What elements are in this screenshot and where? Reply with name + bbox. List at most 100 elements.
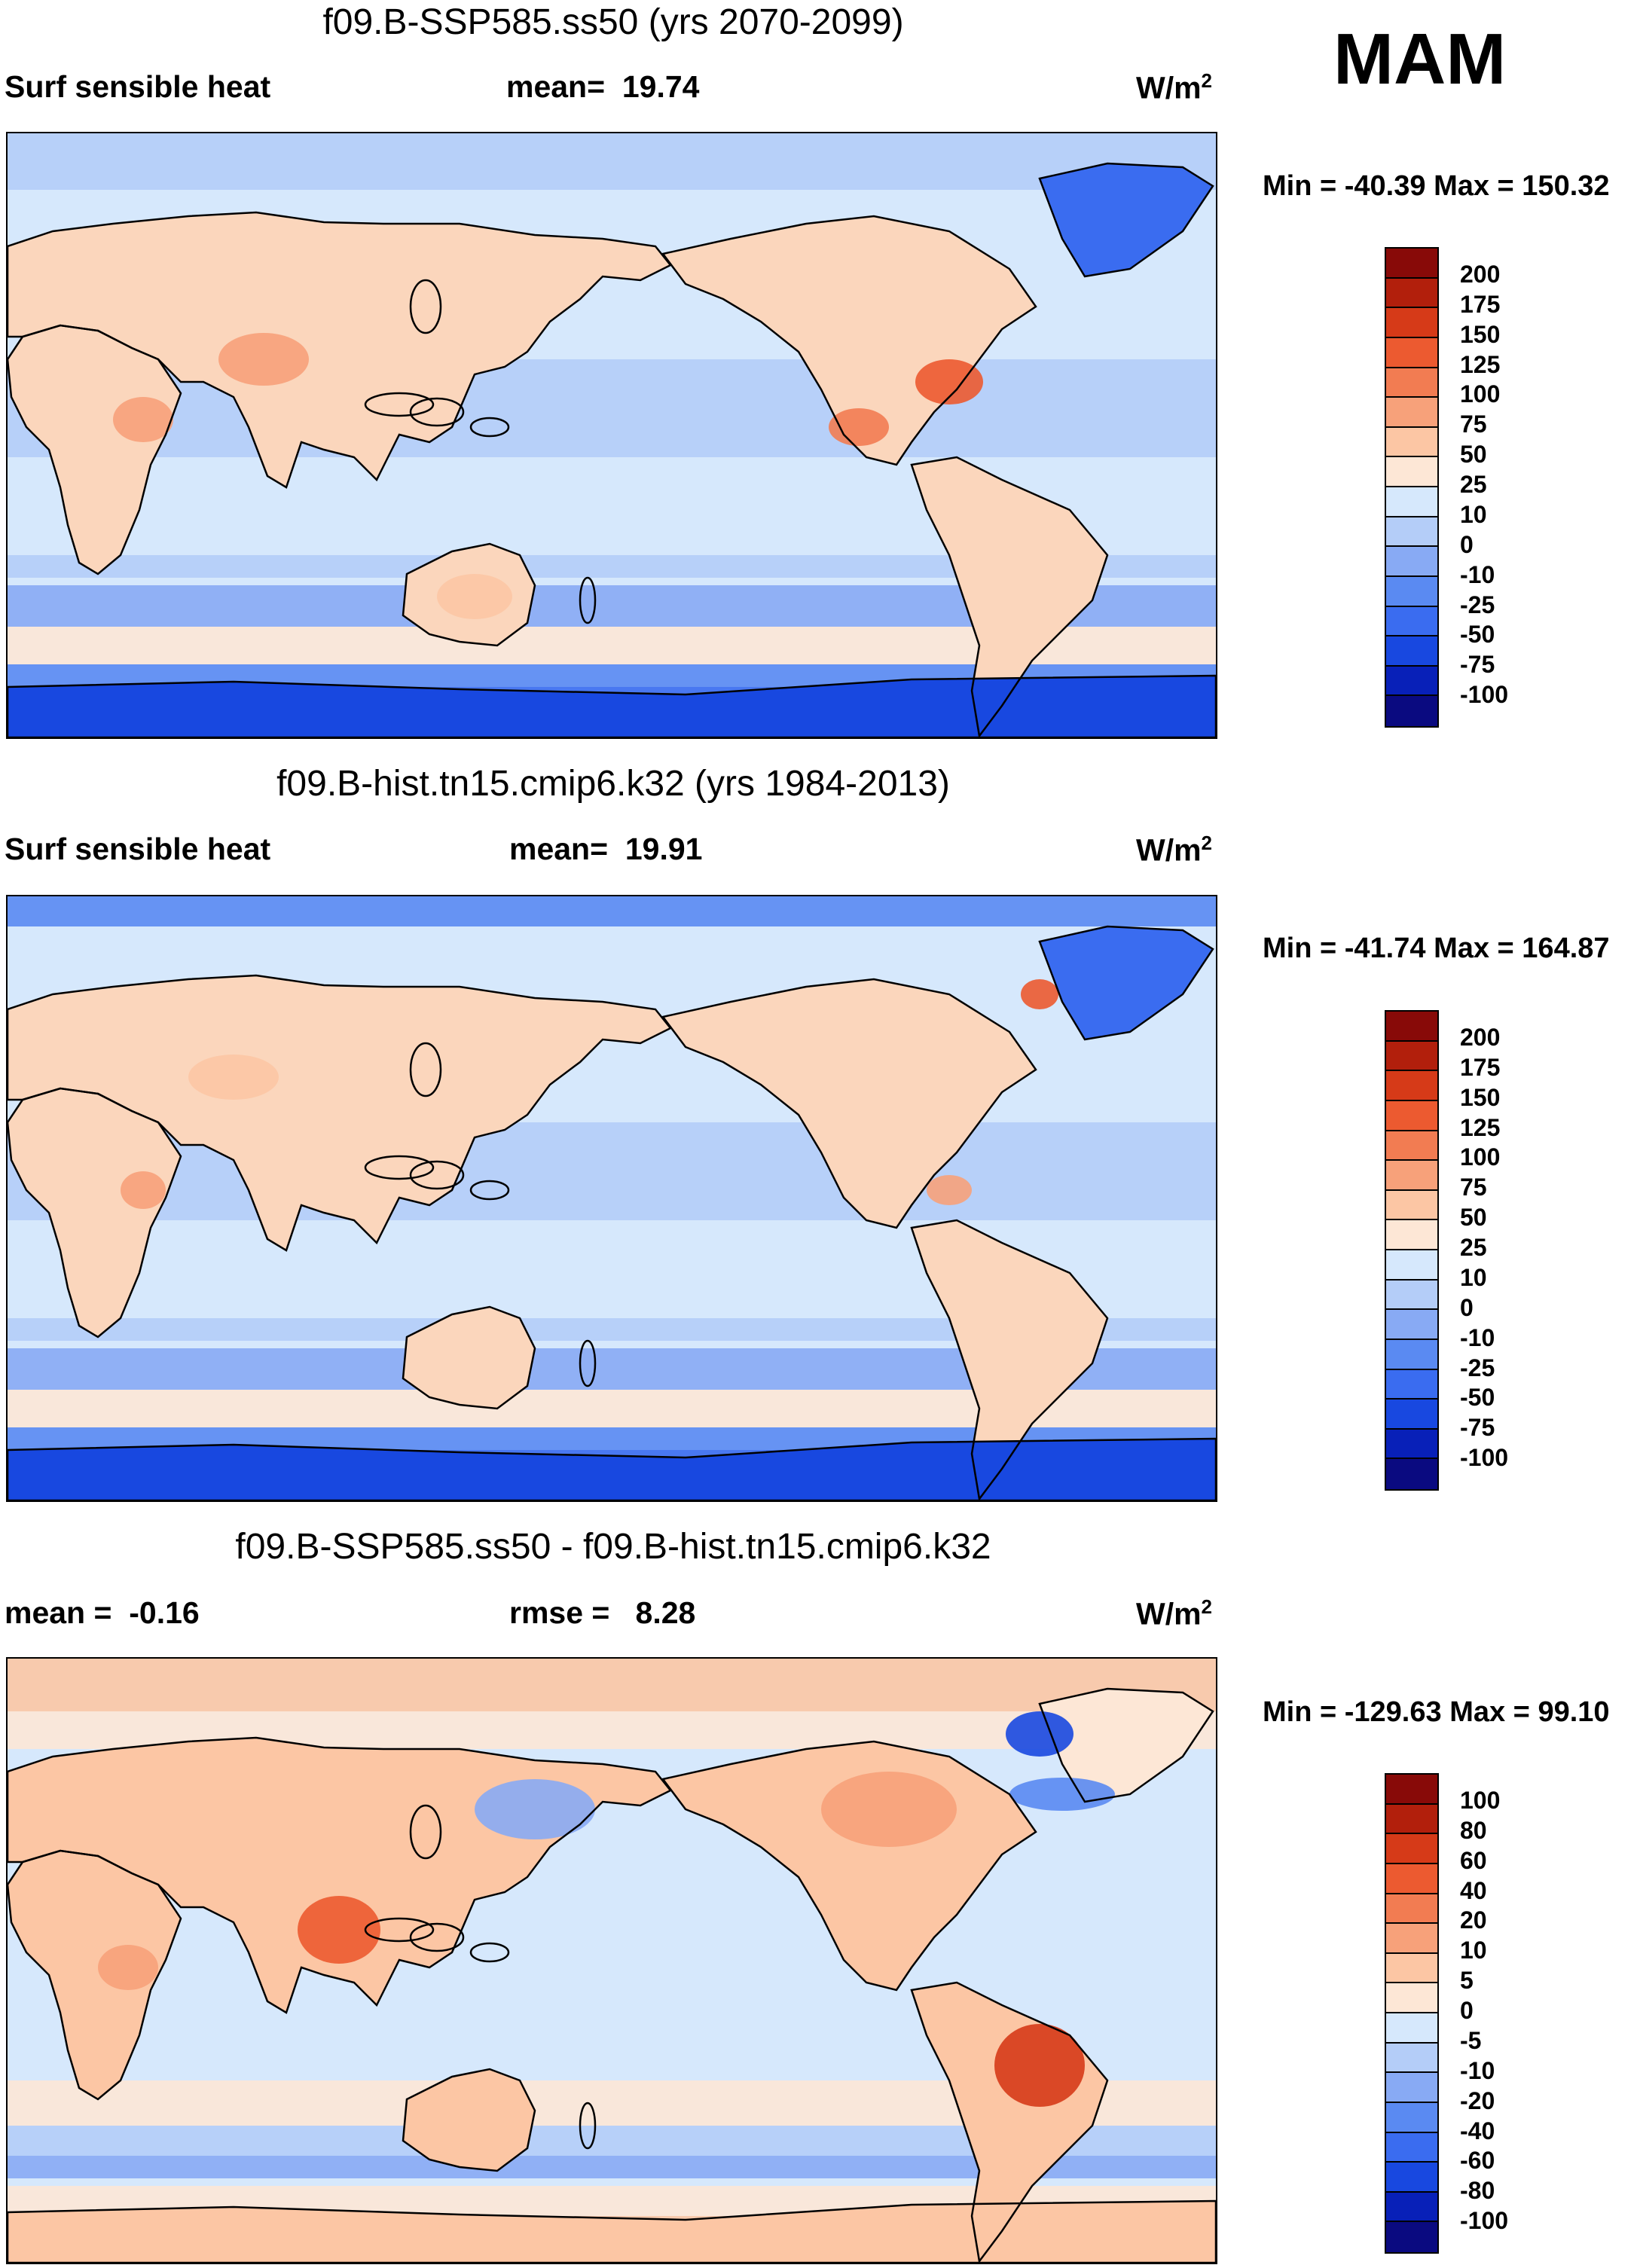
panel3-minmax: Min = -129.63 Max = 99.10: [1263, 1696, 1610, 1729]
field-anomaly: [829, 408, 889, 446]
colorbar-swatch: [1386, 398, 1437, 428]
colorbar-swatch: [1386, 2192, 1437, 2223]
colorbar-tick-label: -25: [1460, 591, 1495, 618]
panel1-minmax: Min = -40.39 Max = 150.32: [1263, 170, 1610, 203]
coastline-island: [469, 1180, 510, 1201]
panel2-title: f09.B-hist.tn15.cmip6.k32 (yrs 1984-2013…: [276, 764, 950, 804]
coastline-island: [409, 1804, 442, 1860]
colorbar-swatch: [1386, 2102, 1437, 2133]
colorbar-swatch: [1386, 457, 1437, 487]
panel1-min-label: Min =: [1263, 170, 1337, 202]
panel3-rmse-value: 8.28: [635, 1595, 696, 1630]
coastline-island: [364, 392, 435, 417]
colorbar-tick-label: -10: [1460, 1323, 1495, 1351]
land-greenland: [1040, 926, 1213, 1039]
colorbar-tick-label: 25: [1460, 1234, 1487, 1261]
coastline-island: [469, 417, 510, 438]
colorbar-swatch: [1386, 547, 1437, 577]
colorbar-swatch: [1386, 666, 1437, 697]
coastline-australia: [402, 1305, 536, 1410]
coastlines-1: [8, 925, 1216, 1500]
field-anomaly: [821, 1772, 957, 1847]
colorbar-swatch: [1386, 576, 1437, 607]
colorbar-swatch: [1386, 487, 1437, 517]
colorbar-tick-label: 175: [1460, 290, 1501, 318]
field-anomaly: [218, 333, 309, 386]
coastline-eurasia: [8, 1736, 672, 2014]
colorbar-swatch: [1386, 1983, 1437, 2013]
panel1-map-svg: [8, 133, 1216, 737]
land-greenland: [1040, 1689, 1213, 1802]
colorbar-tick-label: 0: [1460, 530, 1474, 558]
colorbar-swatch: [1386, 2163, 1437, 2193]
panel3-max-value: 99.10: [1538, 1696, 1610, 1728]
field-anomaly: [915, 359, 983, 404]
colorbar-swatch: [1386, 1429, 1437, 1460]
colorbar-tick-label: 0: [1460, 1997, 1474, 2024]
colorbar-tick-label: -75: [1460, 651, 1495, 679]
colorbar-swatch: [1386, 1953, 1437, 1984]
coastline-namerica: [661, 978, 1037, 1229]
colorbar-tick-label: 20: [1460, 1906, 1487, 1934]
colorbar-swatch: [1386, 427, 1437, 458]
colorbar-swatch: [1386, 1041, 1437, 1072]
panel3-max-label: Max =: [1449, 1696, 1530, 1728]
colorbar-tick-label: 50: [1460, 1204, 1487, 1232]
colorbar-swatch: [1386, 2013, 1437, 2044]
colorbar-tick-label: 175: [1460, 1053, 1501, 1081]
colorbar-swatch: [1386, 1459, 1437, 1489]
colorbar-tick-label: 100: [1460, 1786, 1501, 1814]
colorbar-tick-label: 200: [1460, 260, 1501, 288]
field-anomaly: [1009, 1778, 1115, 1811]
field-anomaly: [98, 1945, 158, 1990]
coastline-australia: [402, 2068, 536, 2172]
panel3-rmse-label: rmse =: [509, 1595, 610, 1630]
colorbar-tick-label: 25: [1460, 471, 1487, 498]
panel3-mean: mean = -0.16: [5, 1595, 200, 1631]
panel1-colorbar: [1385, 247, 1439, 728]
colorbar-swatch: [1386, 1775, 1437, 1805]
field-anomaly: [1006, 1711, 1074, 1757]
colorbar-swatch: [1386, 606, 1437, 637]
panel1-mean: mean= 19.74: [506, 69, 699, 105]
colorbar-swatch: [1386, 1190, 1437, 1221]
colorbar-swatch: [1386, 1310, 1437, 1340]
colorbar-swatch: [1386, 2222, 1437, 2252]
coastline-island: [409, 1922, 465, 1952]
coastline-eurasia: [8, 974, 672, 1252]
panel3-mean-value: -0.16: [129, 1595, 200, 1630]
colorbar-tick-label: 125: [1460, 350, 1501, 378]
colorbar-tick-label: -25: [1460, 1354, 1495, 1381]
colorbar-swatch: [1386, 278, 1437, 309]
colorbar-tick-label: -80: [1460, 2177, 1495, 2205]
map-field-1: [8, 896, 1216, 1500]
colorbar-tick-label: 50: [1460, 441, 1487, 469]
colorbar-tick-label: 80: [1460, 1816, 1487, 1844]
colorbar-swatch: [1386, 1834, 1437, 1864]
field-anomaly: [113, 397, 173, 442]
colorbar-tick-label: 150: [1460, 1083, 1501, 1111]
field-anomaly: [298, 1896, 380, 1964]
panel1-map: [6, 132, 1217, 739]
panel2-mean-label: mean=: [509, 832, 609, 866]
colorbar-tick-label: 75: [1460, 1174, 1487, 1201]
colorbar-swatch: [1386, 1250, 1437, 1281]
panel2-min-label: Min =: [1263, 933, 1337, 964]
panel3-min-value: -129.63: [1344, 1696, 1442, 1728]
colorbar-swatch: [1386, 1864, 1437, 1894]
colorbar-tick-label: 10: [1460, 500, 1487, 528]
panel3-min-label: Min =: [1263, 1696, 1337, 1728]
coastline-greenland: [1038, 925, 1214, 1041]
colorbar-tick-label: 150: [1460, 320, 1501, 348]
colorbar-tick-label: 10: [1460, 1937, 1487, 1964]
field-anomaly: [927, 1175, 972, 1205]
coastline-island: [409, 279, 442, 334]
colorbar-tick-label: 5: [1460, 1967, 1474, 1995]
coastline-island: [409, 1160, 465, 1190]
colorbar-swatch: [1386, 1161, 1437, 1191]
panel3-units: W/m2: [1136, 1595, 1213, 1632]
coastline-antarctica: [8, 1437, 1216, 1500]
coastline-island: [364, 1155, 435, 1180]
panel1-title: f09.B-SSP585.ss50 (yrs 2070-2099): [322, 2, 904, 42]
panel2-units: W/m2: [1136, 832, 1213, 868]
